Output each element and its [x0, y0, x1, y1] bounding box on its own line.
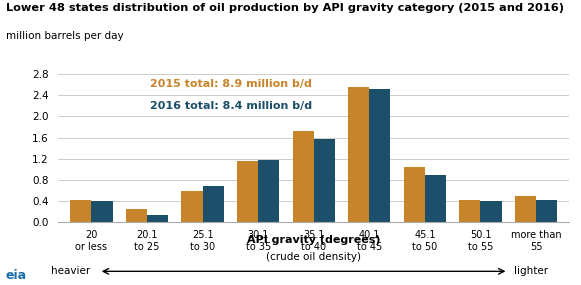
Bar — [348, 87, 370, 222]
Bar — [480, 201, 501, 222]
Bar — [147, 215, 168, 222]
Bar — [91, 201, 113, 222]
Text: (crude oil density): (crude oil density) — [266, 252, 361, 262]
Bar — [237, 161, 258, 222]
Bar — [181, 191, 203, 222]
Text: 2016 total: 8.4 million b/d: 2016 total: 8.4 million b/d — [150, 101, 312, 111]
Text: eia: eia — [6, 269, 27, 282]
Bar — [203, 186, 224, 222]
Bar — [293, 131, 314, 222]
Bar — [536, 200, 557, 222]
Text: API gravity (degrees): API gravity (degrees) — [247, 235, 381, 245]
Text: lighter: lighter — [514, 266, 548, 276]
Bar — [258, 160, 279, 222]
Bar — [404, 167, 425, 222]
Text: heavier: heavier — [51, 266, 90, 276]
Bar — [126, 209, 147, 222]
Bar — [515, 196, 536, 222]
Text: 2015 total: 8.9 million b/d: 2015 total: 8.9 million b/d — [150, 79, 312, 89]
Bar — [370, 89, 390, 222]
Bar — [425, 175, 446, 222]
Text: million barrels per day: million barrels per day — [6, 31, 123, 41]
Bar — [460, 200, 480, 222]
Bar — [70, 200, 91, 222]
Bar — [314, 139, 335, 222]
Text: Lower 48 states distribution of oil production by API gravity category (2015 and: Lower 48 states distribution of oil prod… — [6, 3, 564, 13]
